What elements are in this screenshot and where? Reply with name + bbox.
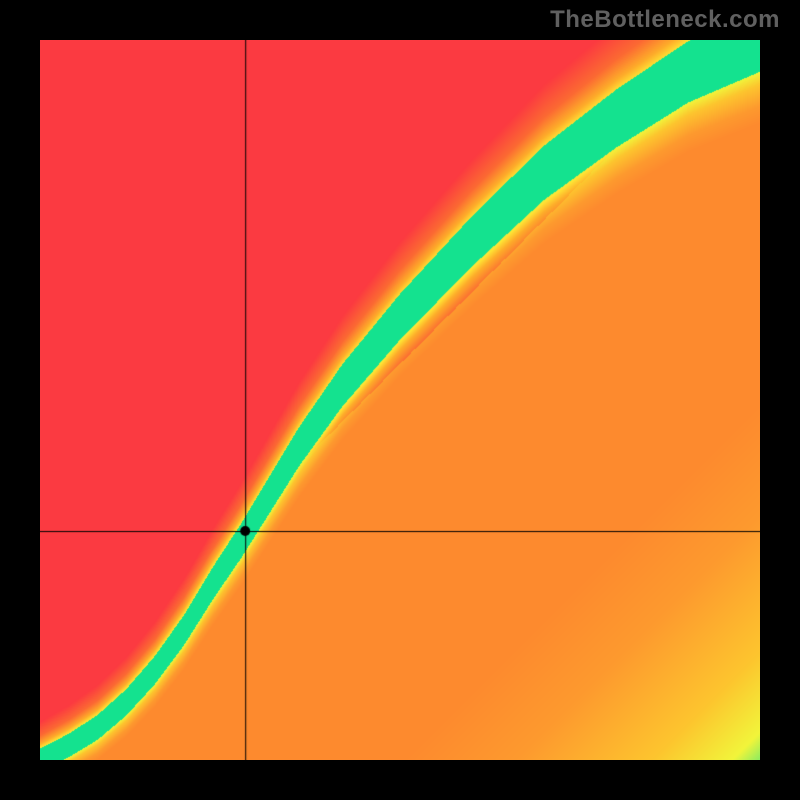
plot-area bbox=[40, 40, 760, 760]
chart-container: TheBottleneck.com bbox=[0, 0, 800, 800]
heatmap-canvas bbox=[40, 40, 760, 760]
watermark-text: TheBottleneck.com bbox=[550, 6, 780, 34]
